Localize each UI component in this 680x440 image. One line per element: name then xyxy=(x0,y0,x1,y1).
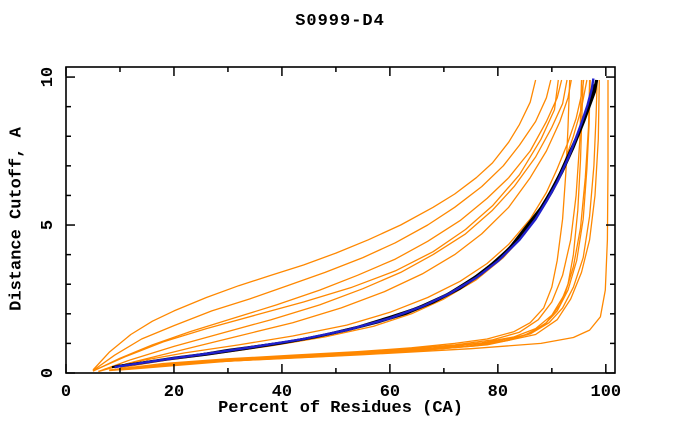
x-tick-label: 40 xyxy=(272,383,292,402)
series-black-5 xyxy=(114,84,596,368)
series-orange-4 xyxy=(92,79,563,372)
series-orange-7 xyxy=(103,79,585,371)
x-tick-label: 100 xyxy=(591,383,622,402)
y-axis-label: Distance Cutoff, A xyxy=(7,127,27,311)
chart-title: S0999-D4 xyxy=(295,12,385,31)
series-orange-8 xyxy=(119,79,588,369)
series-orange-2 xyxy=(92,79,552,372)
y-tick-label: 5 xyxy=(39,220,58,230)
series-lines xyxy=(92,78,609,373)
series-orange-1 xyxy=(92,79,537,371)
series-blue-1 xyxy=(114,78,595,369)
series-orange-10 xyxy=(114,79,583,371)
series-black-1 xyxy=(114,79,599,368)
x-tick-label: 80 xyxy=(488,383,508,402)
x-axis-label: Percent of Residues (CA) xyxy=(218,399,463,418)
series-orange-12 xyxy=(119,79,591,371)
y-tick-label: 0 xyxy=(39,368,58,378)
series-black-3 xyxy=(114,79,598,369)
y-tick-label: 10 xyxy=(39,67,58,87)
series-orange-16 xyxy=(119,80,609,371)
x-tick-label: 20 xyxy=(164,383,184,402)
series-orange-3 xyxy=(92,79,559,372)
plot-frame xyxy=(65,66,616,374)
series-black-2 xyxy=(117,81,598,367)
series-black-4 xyxy=(111,85,596,369)
x-tick-label: 60 xyxy=(380,383,400,402)
x-tick-label: 0 xyxy=(61,383,71,402)
series-orange-14 xyxy=(125,79,598,371)
series-orange-5 xyxy=(98,79,568,373)
series-orange-11 xyxy=(109,79,584,372)
series-orange-6 xyxy=(98,79,572,373)
